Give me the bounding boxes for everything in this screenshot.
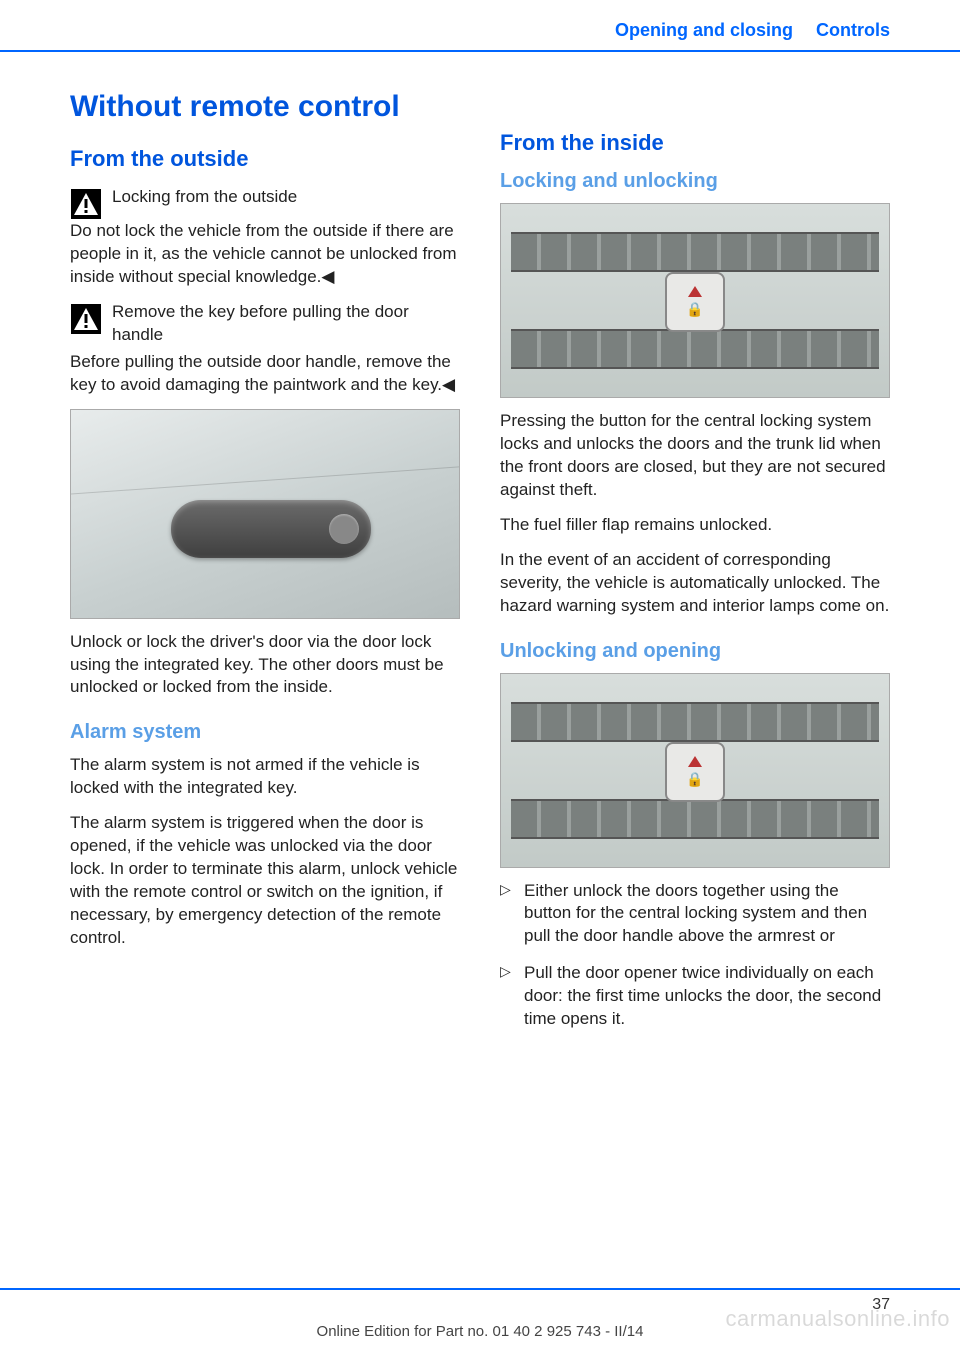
central-lock-button-illustration: 🔒 — [665, 742, 725, 802]
lock-icon: 🔒 — [686, 301, 703, 318]
lock-p3: In the event of an accident of correspon… — [500, 549, 890, 618]
alarm-p2: The alarm system is triggered when the d… — [70, 812, 460, 950]
header-chapter: Controls — [816, 20, 890, 40]
warning2-title: Remove the key before pulling the door h… — [112, 301, 460, 347]
header-divider — [0, 50, 960, 52]
hazard-icon — [688, 756, 702, 767]
warning-triangle-icon — [70, 188, 102, 220]
h2-from-outside: From the outside — [70, 146, 460, 172]
unlock-open-list: Either unlock the doors together using t… — [500, 880, 890, 1032]
lock-p1: Pressing the button for the central lock… — [500, 410, 890, 502]
figure-central-lock-button-1: 🔒 — [500, 203, 890, 398]
warning1-body: Do not lock the vehicle from the outside… — [70, 220, 460, 289]
hazard-icon — [688, 286, 702, 297]
warning-text: Locking from the outside — [112, 186, 460, 209]
list-item: Either unlock the doors together using t… — [500, 880, 890, 949]
warning1-title: Locking from the outside — [112, 187, 297, 206]
h2-from-inside: From the inside — [500, 130, 890, 156]
h1-without-remote: Without remote control — [70, 90, 460, 124]
watermark-text: carmanualsonline.info — [725, 1306, 950, 1332]
page-content: Without remote control From the outside … — [70, 90, 890, 1045]
lock-icon: 🔒 — [686, 771, 703, 788]
para-unlock-driver-door: Unlock or lock the driver's door via the… — [70, 631, 460, 700]
warning-remove-key: Remove the key before pulling the door h… — [70, 301, 460, 347]
figure-door-handle — [70, 409, 460, 619]
central-lock-button-illustration: 🔒 — [665, 272, 725, 332]
lock-p2: The fuel filler flap remains unlocked. — [500, 514, 890, 537]
figure-central-lock-button-2: 🔒 — [500, 673, 890, 868]
list-item: Pull the door opener twice individually … — [500, 962, 890, 1031]
warning-triangle-icon — [70, 303, 102, 335]
h3-locking-unlocking: Locking and unlocking — [500, 170, 890, 193]
left-column: Without remote control From the outside … — [70, 90, 460, 1045]
header-section: Opening and closing — [615, 20, 793, 40]
alarm-p1: The alarm system is not armed if the veh… — [70, 754, 460, 800]
warning2-body: Before pulling the outside door handle, … — [70, 351, 460, 397]
warning-lock-outside: Locking from the outside — [70, 186, 460, 220]
right-column: From the inside Locking and unlocking 🔒 … — [500, 90, 890, 1045]
h3-alarm-system: Alarm system — [70, 721, 460, 744]
page-header: Opening and closing Controls — [615, 20, 890, 41]
h3-unlocking-opening: Unlocking and opening — [500, 640, 890, 663]
footer-divider — [0, 1288, 960, 1290]
